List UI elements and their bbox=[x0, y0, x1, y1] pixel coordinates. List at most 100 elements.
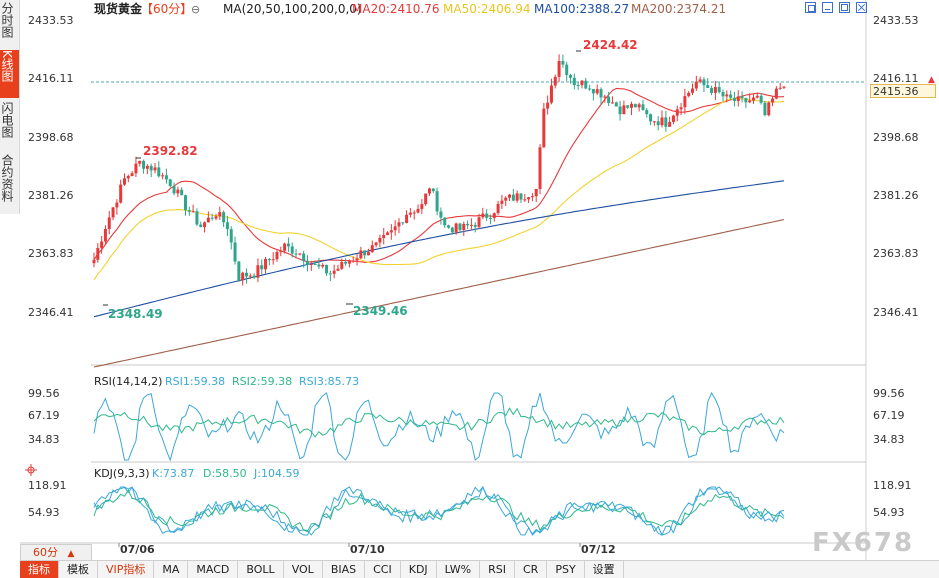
candle-body bbox=[248, 275, 252, 277]
ma200-value: MA200:2374.21 bbox=[631, 2, 726, 16]
tab-templates[interactable]: 模板 bbox=[59, 561, 98, 578]
candle-body bbox=[515, 193, 519, 201]
maximize-icon[interactable] bbox=[839, 2, 850, 13]
candle-body bbox=[782, 86, 786, 88]
date-axis: 07/06 07/10 07/12 bbox=[118, 543, 616, 556]
right-price-label: 2346.41 bbox=[873, 306, 919, 319]
candle-body bbox=[138, 160, 142, 164]
candle-body bbox=[325, 264, 329, 274]
candle-body bbox=[408, 212, 412, 215]
oscillator-line bbox=[93, 485, 785, 537]
tab-psy[interactable]: PSY bbox=[547, 561, 585, 578]
candle-body bbox=[405, 214, 409, 223]
left-price-label: 2346.41 bbox=[28, 306, 74, 319]
period-selector[interactable]: 60分 ▲ bbox=[20, 544, 92, 562]
tab-lw[interactable]: LW% bbox=[437, 561, 481, 578]
tab-vip-indicators[interactable]: VIP指标 bbox=[98, 561, 155, 578]
kdj-level-label: 54.93 bbox=[873, 506, 905, 519]
candle-body bbox=[732, 97, 736, 101]
candle-body bbox=[305, 260, 309, 265]
candle-body bbox=[168, 179, 172, 187]
candle-body bbox=[740, 96, 744, 99]
candle-body bbox=[565, 64, 569, 76]
settings-icon[interactable]: ⊖ bbox=[191, 3, 200, 16]
candle-body bbox=[222, 212, 226, 223]
tab-indicators[interactable]: 指标 bbox=[20, 561, 59, 578]
tab-boll[interactable]: BOLL bbox=[238, 561, 284, 578]
close-icon[interactable] bbox=[856, 2, 867, 13]
tab-ma[interactable]: MA bbox=[154, 561, 189, 578]
tab-contract-info-label: 合约资料 bbox=[0, 154, 14, 202]
window-controls bbox=[805, 2, 867, 13]
candle-body bbox=[225, 222, 229, 230]
tab-rsi[interactable]: RSI bbox=[480, 561, 515, 578]
minimize-icon[interactable] bbox=[822, 2, 833, 13]
candle-body bbox=[485, 213, 489, 218]
rsi-level-label: 67.19 bbox=[873, 409, 905, 422]
candle-body bbox=[725, 94, 729, 97]
candle-body bbox=[622, 105, 626, 115]
candle-body bbox=[183, 195, 187, 211]
left-price-label: 2416.11 bbox=[28, 72, 74, 85]
left-price-label: 2433.53 bbox=[28, 14, 74, 27]
candle-body bbox=[374, 242, 378, 246]
date-label: 07/12 bbox=[581, 543, 616, 556]
tab-contract-info[interactable]: 合约资料 bbox=[0, 154, 19, 212]
candle-body bbox=[675, 109, 679, 116]
tab-macd[interactable]: MACD bbox=[188, 561, 239, 578]
candle-body bbox=[488, 217, 492, 219]
tab-bias[interactable]: BIAS bbox=[323, 561, 366, 578]
candle-body bbox=[206, 217, 210, 223]
candle-body bbox=[149, 165, 153, 171]
candle-body bbox=[626, 105, 630, 108]
candle-body bbox=[572, 77, 576, 85]
tab-kline[interactable]: K线图 bbox=[0, 50, 19, 98]
candle-body bbox=[199, 224, 203, 228]
candle-body bbox=[244, 272, 248, 277]
candle-body bbox=[450, 227, 454, 233]
tab-cci[interactable]: CCI bbox=[365, 561, 401, 578]
date-label: 07/10 bbox=[350, 543, 385, 556]
candle-body bbox=[366, 252, 370, 256]
candle-body bbox=[378, 237, 382, 243]
candle-body bbox=[492, 213, 496, 218]
candle-body bbox=[153, 167, 157, 171]
candle-body bbox=[462, 223, 466, 231]
candle-body bbox=[645, 109, 649, 115]
candle-body bbox=[759, 95, 763, 103]
candle-body bbox=[260, 265, 264, 270]
candle-body bbox=[336, 268, 340, 271]
tab-settings[interactable]: 设置 bbox=[585, 561, 624, 578]
rsi-axis: 99.56 67.19 34.83 99.56 67.19 34.83 bbox=[28, 387, 905, 446]
candle-body bbox=[774, 88, 778, 99]
kdj-level-label: 54.93 bbox=[28, 506, 60, 519]
period-label[interactable]: 【60分】 bbox=[141, 2, 192, 16]
candle-body bbox=[424, 193, 428, 205]
restore-icon[interactable] bbox=[805, 2, 816, 13]
candle-body bbox=[469, 224, 473, 226]
candle-body bbox=[496, 203, 500, 214]
tab-kdj[interactable]: KDJ bbox=[401, 561, 437, 578]
tab-flash[interactable]: 闪电图 bbox=[0, 102, 19, 148]
candle-body bbox=[347, 261, 351, 264]
candle-body bbox=[523, 199, 527, 201]
tab-cr[interactable]: CR bbox=[515, 561, 548, 578]
candle-body bbox=[691, 88, 695, 93]
tab-timeshare[interactable]: 分时图 bbox=[0, 2, 19, 44]
tab-vol[interactable]: VOL bbox=[284, 561, 323, 578]
candle-body bbox=[271, 259, 275, 261]
candle-body bbox=[340, 261, 344, 269]
candle-body bbox=[656, 121, 660, 126]
candle-body bbox=[447, 225, 451, 228]
candle-body bbox=[660, 117, 664, 126]
candle-body bbox=[717, 87, 721, 93]
candle-body bbox=[576, 84, 580, 86]
oscillator-line bbox=[93, 407, 785, 438]
low-annotation: 2348.49 bbox=[108, 307, 163, 321]
candle-body bbox=[527, 197, 531, 200]
moving-average-lines bbox=[93, 87, 785, 368]
candle-body bbox=[671, 115, 675, 122]
candle-body bbox=[241, 272, 245, 281]
candle-body bbox=[603, 96, 607, 98]
